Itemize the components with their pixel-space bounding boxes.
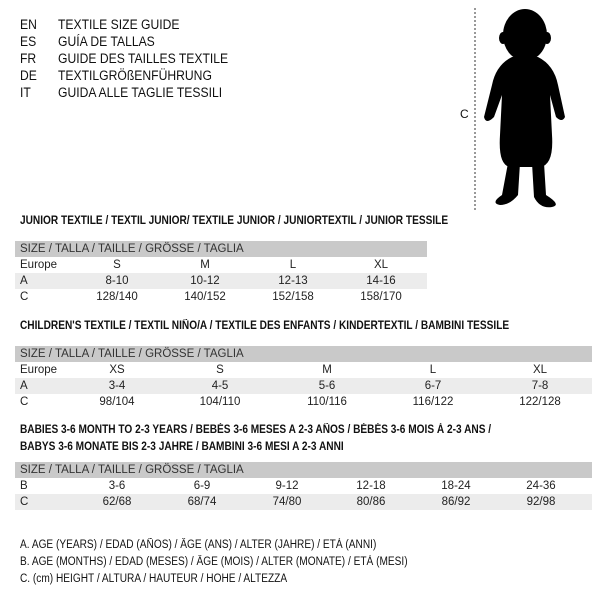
legend-a: A. AGE (YEARS) / EDAD (AÑOS) / ÂGE (ANS)… — [20, 539, 377, 551]
table-cell: 6-9 — [193, 480, 211, 492]
table-cell: L — [289, 259, 297, 271]
table-cell: M — [322, 364, 332, 376]
table-cell: 24-36 — [526, 480, 556, 492]
table-cell: 116/122 — [412, 396, 454, 408]
row-label: A — [20, 275, 28, 287]
table-cell: 74/80 — [272, 496, 302, 508]
table-cell: 158/170 — [360, 291, 402, 303]
table-row: A 3-4 4-5 5-6 6-7 7-8 — [15, 378, 592, 394]
table-cell: 140/152 — [184, 291, 226, 303]
junior-size-table: SIZE / TALLA / TAILLE / GRÖSSE / TAGLIA E… — [15, 241, 427, 305]
table-cell: 3-6 — [108, 480, 126, 492]
table-cell: 18-24 — [441, 480, 471, 492]
table-cell: 128/140 — [96, 291, 138, 303]
legend-b: B. AGE (MONTHS) / EDAD (MESES) / ÂGE (MO… — [20, 556, 408, 568]
table-row: Europe XS S M L XL — [15, 362, 592, 378]
row-label: C — [20, 291, 29, 303]
baby-silhouette-icon — [474, 8, 565, 210]
table-cell: 14-16 — [366, 275, 396, 287]
lang-title: TEXTILE SIZE GUIDE — [58, 17, 180, 32]
table-cell: 92/98 — [526, 496, 556, 508]
lang-code: ES — [20, 34, 37, 49]
table-cell: S — [216, 364, 224, 376]
table-cell: S — [113, 259, 121, 271]
table-cell: 68/74 — [187, 496, 217, 508]
lang-title: GUIDE DES TAILLES TEXTILE — [58, 51, 229, 66]
lang-code: IT — [20, 85, 31, 100]
table-cell: 80/86 — [356, 496, 386, 508]
lang-code: EN — [20, 17, 37, 32]
table-cell: XS — [109, 364, 125, 376]
children-title: CHILDREN'S TEXTILE / TEXTIL NIÑO/A / TEX… — [20, 320, 510, 332]
babies-title-line1: BABIES 3-6 MONTH TO 2-3 YEARS / BEBÉS 3-… — [20, 424, 492, 436]
table-cell: 7-8 — [531, 380, 549, 392]
babies-title-line2: BABYS 3-6 MONATE BIS 2-3 JAHRE / BAMBINI… — [20, 441, 344, 453]
table-header: SIZE / TALLA / TAILLE / GRÖSSE / TAGLIA — [15, 462, 592, 478]
table-cell: 10-12 — [190, 275, 220, 287]
table-row: C 128/140 140/152 152/158 158/170 — [15, 289, 427, 305]
row-label: Europe — [20, 364, 58, 376]
table-cell: XL — [532, 364, 548, 376]
table-row: B 3-6 6-9 9-12 12-18 18-24 24-36 — [15, 478, 592, 494]
table-cell: 152/158 — [272, 291, 314, 303]
table-cell: 110/116 — [307, 396, 347, 408]
row-label: C — [20, 496, 29, 508]
table-cell: 122/128 — [519, 396, 561, 408]
table-cell: 8-10 — [105, 275, 129, 287]
table-cell: 9-12 — [275, 480, 299, 492]
junior-title: JUNIOR TEXTILE / TEXTIL JUNIOR/ TEXTILE … — [20, 215, 449, 227]
table-cell: 12-18 — [356, 480, 386, 492]
table-cell: 6-7 — [424, 380, 442, 392]
table-cell: 86/92 — [441, 496, 471, 508]
table-header: SIZE / TALLA / TAILLE / GRÖSSE / TAGLIA — [15, 241, 427, 257]
lang-code: FR — [20, 51, 37, 66]
lang-code: DE — [20, 68, 37, 83]
table-cell: 62/68 — [102, 496, 132, 508]
row-label: A — [20, 380, 28, 392]
row-label: C — [20, 396, 29, 408]
table-cell: L — [429, 364, 437, 376]
children-size-table: SIZE / TALLA / TAILLE / GRÖSSE / TAGLIA E… — [15, 346, 592, 410]
babies-size-table: SIZE / TALLA / TAILLE / GRÖSSE / TAGLIA B… — [15, 462, 592, 510]
table-cell: 12-13 — [278, 275, 308, 287]
table-row: C 62/68 68/74 74/80 80/86 86/92 92/98 — [15, 494, 592, 510]
table-cell: 3-4 — [108, 380, 126, 392]
lang-title: GUÍA DE TALLAS — [58, 34, 155, 49]
height-measure-label: C — [460, 107, 469, 121]
row-label: B — [20, 480, 28, 492]
lang-title: GUIDA ALLE TAGLIE TESSILI — [58, 85, 223, 100]
table-row: C 98/104 104/110 110/116 116/122 122/128 — [15, 394, 592, 410]
legend-c: C. (cm) HEIGHT / ALTURA / HAUTEUR / HÖHE… — [20, 573, 288, 585]
table-header: SIZE / TALLA / TAILLE / GRÖSSE / TAGLIA — [15, 346, 592, 362]
table-cell: XL — [373, 259, 389, 271]
table-row: A 8-10 10-12 12-13 14-16 — [15, 273, 427, 289]
lang-title: TEXTILGRÖßENFÜHRUNG — [58, 68, 212, 83]
table-cell: 104/110 — [199, 396, 241, 408]
table-cell: 98/104 — [99, 396, 135, 408]
row-label: Europe — [20, 259, 58, 271]
table-cell: M — [200, 259, 210, 271]
table-cell: 4-5 — [211, 380, 229, 392]
table-cell: 5-6 — [318, 380, 336, 392]
table-row: Europe S M L XL — [15, 257, 427, 273]
